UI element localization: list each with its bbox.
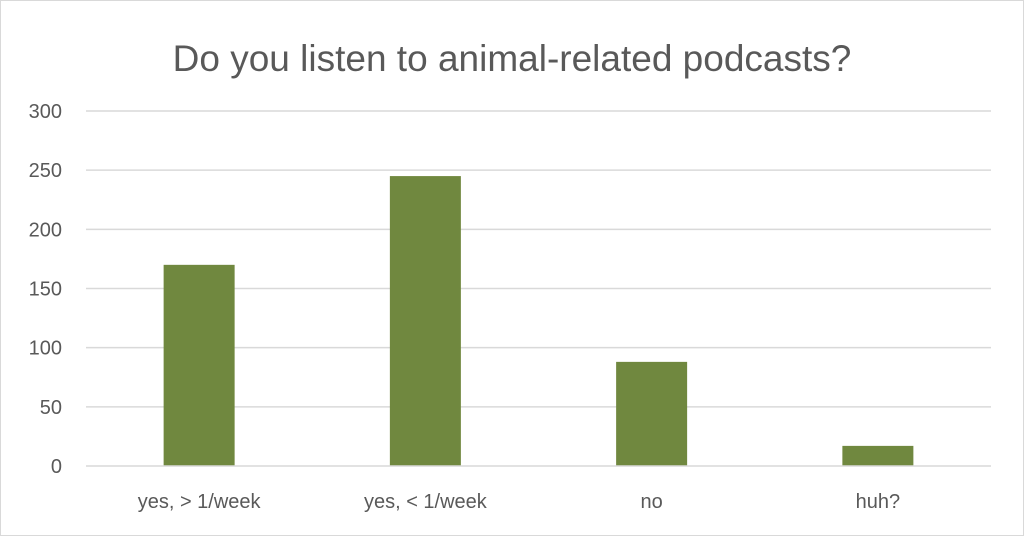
bar	[842, 445, 914, 466]
y-tick-label: 250	[29, 160, 62, 182]
bar	[616, 361, 688, 466]
y-tick-label: 300	[29, 101, 62, 123]
y-tick-label: 200	[29, 219, 62, 241]
y-axis-ticks: 0 50 100 150 200 250 300	[29, 101, 62, 478]
chart-title: Do you listen to animal-related podcasts…	[172, 38, 852, 79]
x-axis-categories: yes, > 1/week yes, < 1/week no huh?	[138, 491, 900, 513]
x-category-label: yes, < 1/week	[364, 491, 488, 513]
bars	[163, 176, 914, 467]
bar	[163, 264, 235, 466]
gridlines	[86, 110, 991, 408]
x-category-label: yes, > 1/week	[138, 491, 262, 513]
y-tick-label: 50	[40, 397, 62, 419]
x-category-label: huh?	[856, 491, 901, 513]
x-category-label: no	[641, 491, 663, 513]
y-tick-label: 0	[51, 456, 62, 478]
y-tick-label: 150	[29, 279, 62, 301]
y-tick-label: 100	[29, 338, 62, 360]
bar	[389, 176, 461, 467]
